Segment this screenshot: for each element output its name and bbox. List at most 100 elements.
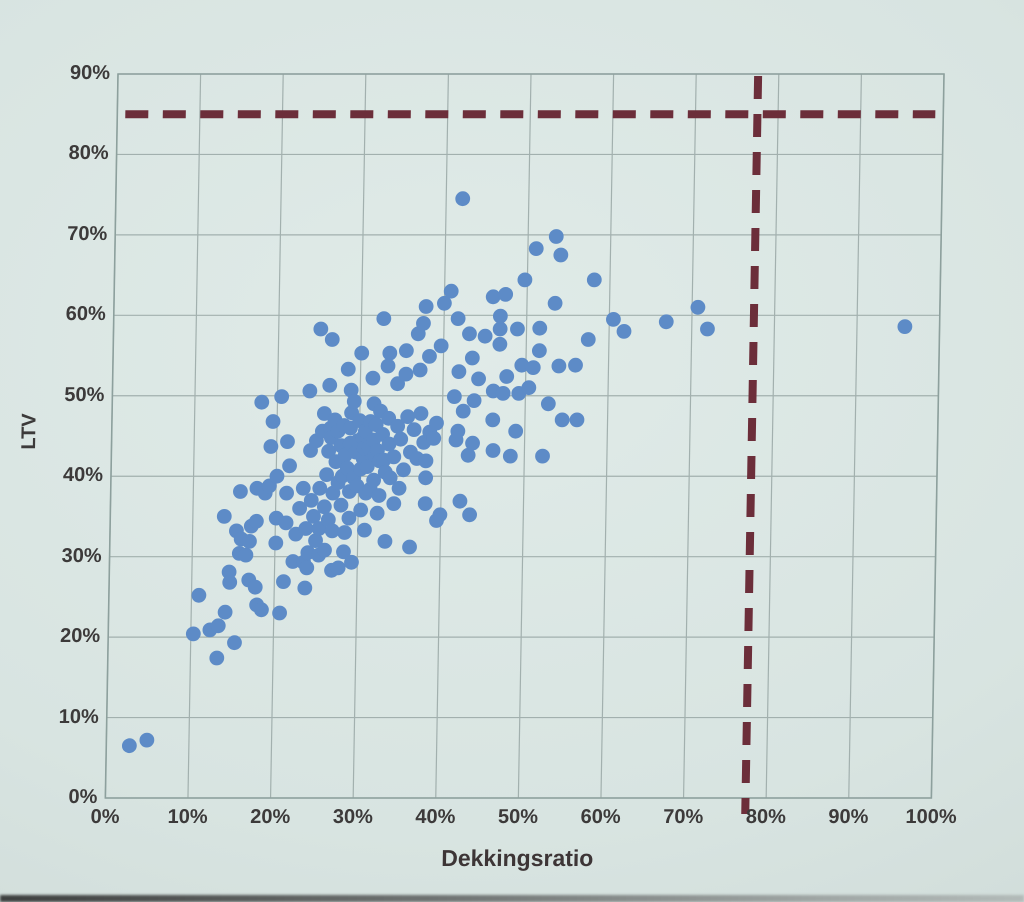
data-point bbox=[471, 371, 486, 387]
data-point bbox=[344, 554, 359, 570]
plot-border bbox=[104, 73, 945, 799]
data-point bbox=[377, 534, 393, 549]
data-point bbox=[269, 468, 285, 484]
data-point bbox=[466, 393, 482, 409]
data-point bbox=[359, 459, 375, 475]
data-point bbox=[306, 509, 321, 524]
data-point bbox=[897, 319, 913, 335]
data-point bbox=[222, 575, 238, 590]
data-point bbox=[569, 412, 585, 428]
data-point bbox=[121, 738, 137, 754]
data-point bbox=[382, 470, 398, 486]
data-point bbox=[376, 311, 392, 327]
x-tick-label: 10% bbox=[167, 806, 208, 828]
plot-canvas bbox=[104, 73, 945, 814]
data-point bbox=[303, 493, 319, 508]
data-point bbox=[324, 523, 340, 539]
data-point bbox=[517, 272, 533, 288]
x-tick-label: 100% bbox=[905, 806, 957, 828]
data-point bbox=[316, 406, 332, 421]
data-point bbox=[298, 521, 314, 536]
data-point bbox=[417, 496, 433, 512]
data-point bbox=[393, 431, 409, 447]
data-point bbox=[532, 320, 548, 336]
data-point bbox=[365, 370, 381, 386]
data-point bbox=[276, 574, 291, 590]
data-point bbox=[492, 321, 508, 337]
data-point bbox=[217, 604, 233, 620]
data-point bbox=[254, 602, 269, 618]
data-point bbox=[381, 436, 397, 452]
data-point bbox=[499, 369, 515, 384]
data-point bbox=[227, 635, 242, 651]
gridline-vertical bbox=[269, 74, 284, 798]
data-point bbox=[371, 488, 387, 503]
y-tick-label: 0% bbox=[68, 786, 98, 808]
data-point bbox=[316, 499, 332, 515]
gridline-vertical bbox=[435, 74, 449, 798]
x-tick-label: 30% bbox=[332, 806, 374, 828]
data-point bbox=[485, 289, 501, 305]
data-point bbox=[450, 423, 466, 439]
data-point bbox=[413, 406, 429, 421]
x-tick-label: 80% bbox=[745, 806, 787, 828]
data-point bbox=[343, 382, 359, 398]
data-point bbox=[216, 509, 232, 524]
y-tick-label: 50% bbox=[64, 383, 105, 406]
data-point bbox=[333, 497, 349, 513]
x-tick-label: 0% bbox=[90, 806, 120, 828]
data-point bbox=[422, 349, 437, 364]
data-point bbox=[139, 732, 155, 748]
data-point bbox=[690, 299, 706, 315]
data-point bbox=[586, 272, 602, 288]
data-point bbox=[346, 394, 362, 409]
data-point bbox=[460, 447, 476, 463]
data-point bbox=[268, 535, 284, 551]
data-point bbox=[416, 316, 431, 331]
data-point bbox=[429, 415, 444, 431]
data-point bbox=[554, 412, 570, 428]
data-point bbox=[525, 360, 541, 376]
data-point bbox=[418, 453, 434, 469]
x-tick-label: 70% bbox=[663, 806, 704, 828]
data-point bbox=[295, 480, 311, 496]
data-point bbox=[254, 394, 270, 410]
data-point bbox=[464, 350, 480, 366]
data-point bbox=[317, 542, 332, 558]
data-point bbox=[492, 308, 508, 324]
data-point bbox=[406, 422, 422, 438]
data-point bbox=[514, 357, 530, 373]
x-tick-label: 40% bbox=[415, 806, 456, 828]
data-point bbox=[418, 299, 434, 314]
data-point bbox=[548, 229, 564, 244]
data-point bbox=[210, 618, 226, 634]
data-point bbox=[446, 389, 462, 405]
data-point bbox=[498, 287, 514, 302]
data-point bbox=[492, 336, 508, 352]
data-point bbox=[354, 345, 370, 361]
data-point bbox=[502, 448, 518, 464]
data-point bbox=[426, 431, 442, 446]
gridline-vertical bbox=[517, 74, 532, 798]
x-tick-label: 20% bbox=[250, 806, 291, 828]
x-axis-title: Dekkingsratio bbox=[441, 845, 594, 871]
data-point bbox=[369, 505, 385, 521]
data-point bbox=[390, 418, 406, 434]
data-point bbox=[337, 525, 352, 540]
data-point bbox=[455, 191, 471, 207]
data-point bbox=[272, 605, 287, 621]
y-tick-label: 40% bbox=[62, 464, 104, 487]
data-point bbox=[510, 321, 525, 337]
x-tick-label: 50% bbox=[497, 806, 539, 828]
data-point bbox=[398, 343, 414, 359]
data-point bbox=[485, 412, 501, 428]
data-point bbox=[452, 493, 468, 509]
scatter-points-layer bbox=[121, 191, 913, 754]
y-tick-label: 80% bbox=[68, 142, 109, 165]
data-point bbox=[185, 626, 201, 642]
data-point bbox=[382, 345, 398, 361]
data-point bbox=[341, 510, 357, 526]
gridline-vertical bbox=[848, 74, 863, 798]
data-point bbox=[282, 458, 297, 474]
